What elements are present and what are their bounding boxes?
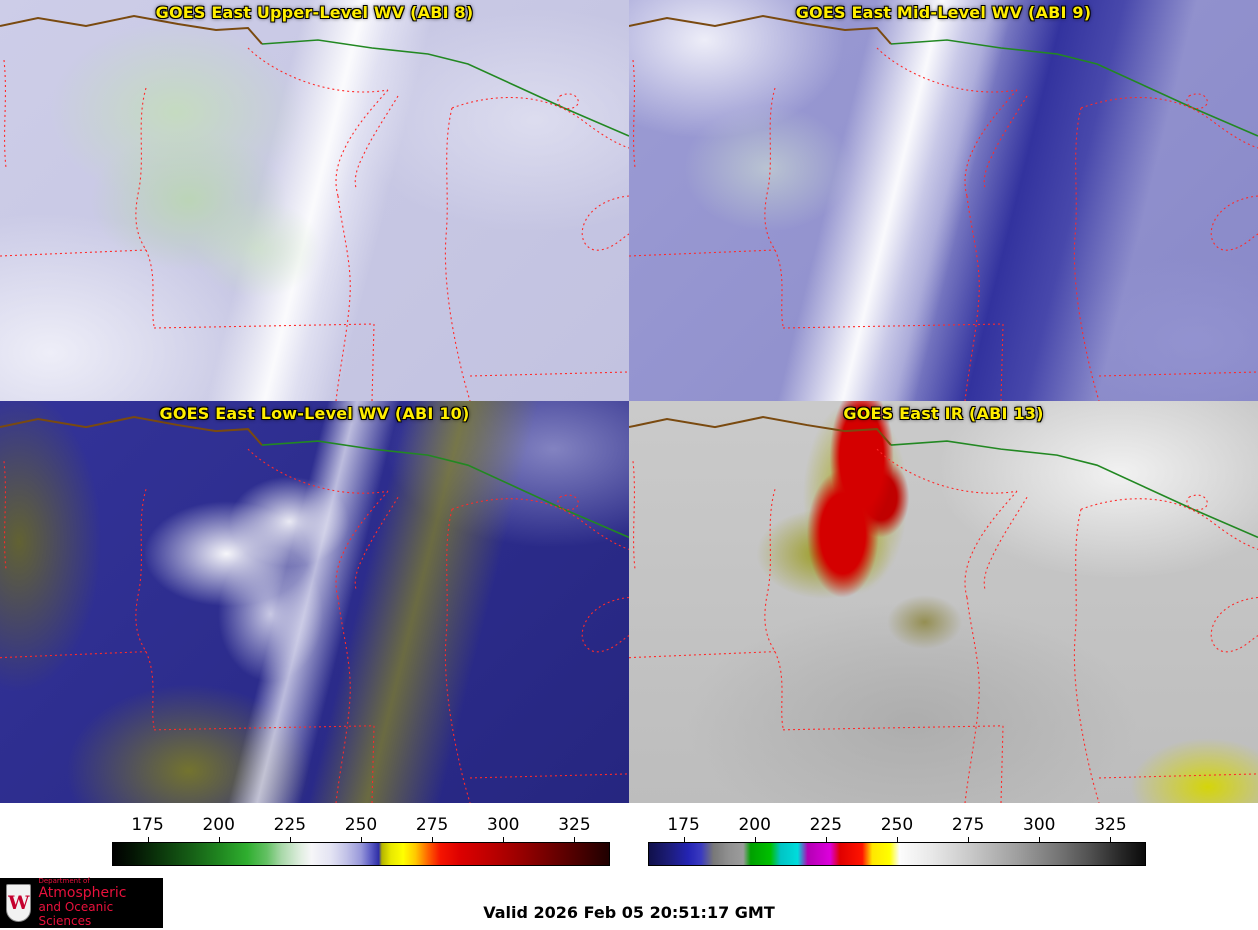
state-boundaries-overlay (0, 416, 629, 803)
uw-crest-icon: W (6, 884, 32, 922)
colorbar-wv-gradient (112, 842, 610, 866)
logo-dept-line: Department of (38, 876, 90, 885)
panel-ir: GOES East IR (ABI 13) (629, 401, 1258, 803)
colorbar-wv-ticks (112, 837, 610, 842)
state-boundaries-overlay (629, 15, 1258, 401)
panel-title: GOES East Low-Level WV (ABI 10) (159, 404, 470, 423)
colorbar-tick-label: 175 (131, 815, 164, 835)
colorbar-tick-label: 200 (202, 815, 235, 835)
colorbar-wv: 175 200 225 250 275 300 325 (112, 815, 610, 866)
colorbar-tick-label: 175 (667, 815, 700, 835)
panel-low-level-wv: GOES East Low-Level WV (ABI 10) (0, 401, 629, 803)
panel-upper-level-wv: GOES East Upper-Level WV (ABI 8) (0, 0, 629, 401)
logo-line-1: Atmospheric (38, 884, 127, 901)
colorbar-tick-label: 250 (880, 815, 914, 835)
state-boundaries-overlay (629, 416, 1258, 803)
panel-title: GOES East Mid-Level WV (ABI 9) (795, 3, 1092, 22)
colorbar-tick-label: 250 (344, 815, 378, 835)
colorbar-tick-label: 300 (487, 815, 520, 835)
colorbar-ir-tick-labels: 175 200 225 250 275 300 325 (648, 815, 1146, 837)
quad-panel-grid: GOES East Upper-Level WV (ABI 8) GOES Ea… (0, 0, 1258, 803)
valid-timestamp: Valid 2026 Feb 05 20:51:17 GMT (483, 903, 775, 922)
logo-line-2: and Oceanic Sciences (38, 900, 114, 928)
panel-mid-level-wv: GOES East Mid-Level WV (ABI 9) (629, 0, 1258, 401)
state-boundaries-overlay (0, 15, 629, 401)
colorbar-tick-label: 200 (738, 815, 771, 835)
colorbar-row: 175 200 225 250 275 300 325 175 200 225 … (0, 803, 1258, 866)
colorbar-ir-ticks (648, 837, 1146, 842)
colorbar-tick-label: 225 (809, 815, 843, 835)
colorbar-tick-label: 275 (415, 815, 449, 835)
colorbar-tick-label: 325 (1094, 815, 1127, 835)
colorbar-ir-gradient (648, 842, 1146, 866)
uw-aos-logo: W Department of Atmospheric and Oceanic … (0, 876, 163, 928)
crest-letter: W (8, 892, 30, 914)
panel-title: GOES East Upper-Level WV (ABI 8) (155, 3, 474, 22)
colorbar-wv-tick-labels: 175 200 225 250 275 300 325 (112, 815, 610, 837)
colorbar-tick-label: 275 (951, 815, 985, 835)
footer: W Department of Atmospheric and Oceanic … (0, 876, 1258, 930)
colorbar-tick-label: 325 (558, 815, 591, 835)
panel-title: GOES East IR (ABI 13) (843, 404, 1044, 423)
colorbar-tick-label: 225 (273, 815, 307, 835)
colorbar-ir: 175 200 225 250 275 300 325 (648, 815, 1146, 866)
colorbar-tick-label: 300 (1023, 815, 1056, 835)
logo-text: Department of Atmospheric and Oceanic Sc… (38, 876, 157, 928)
